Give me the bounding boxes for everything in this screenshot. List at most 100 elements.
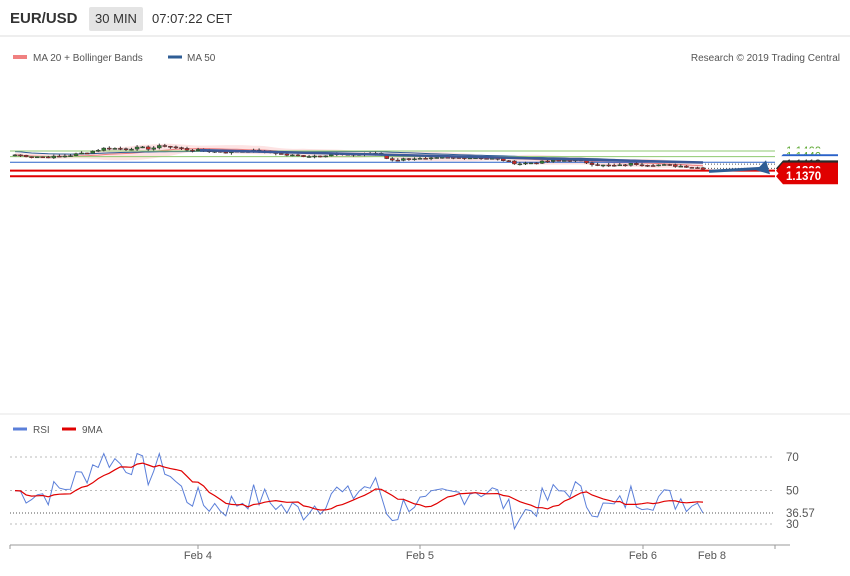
candle-body (34, 156, 40, 159)
candle-body (312, 155, 317, 158)
trendline-group (199, 148, 770, 175)
candle (90, 150, 95, 154)
candle (95, 149, 101, 153)
candle (173, 145, 179, 149)
candle (312, 154, 317, 159)
candle-body (190, 149, 195, 152)
candle (595, 162, 600, 167)
candle-body (428, 157, 434, 160)
candle-body (539, 160, 545, 164)
candle-body (628, 163, 634, 166)
candle-body (528, 162, 534, 165)
candle (423, 157, 428, 160)
level-label-1370-bg (776, 168, 838, 185)
rsi-tick-30: 30 (786, 519, 799, 531)
candle (523, 161, 528, 165)
timeframe-button[interactable]: 30 MIN (89, 7, 143, 31)
candle (550, 159, 556, 163)
level-labels: 1.14601.14401.14201.14131.13981.13901.13… (776, 143, 838, 185)
symbol-label: EUR/USD (10, 10, 78, 27)
chart-header: EUR/USD 30 MIN 07:07:22 CET (0, 0, 850, 36)
price-levels (10, 150, 775, 178)
candle-body (162, 145, 168, 147)
candle-body (134, 146, 140, 150)
candle (390, 157, 395, 162)
candle-body (673, 164, 678, 167)
x-label-3: Feb 8 (698, 550, 726, 562)
clock-time: 07:07:22 CET (152, 11, 233, 26)
candle (284, 153, 290, 157)
rsi-tick-70: 70 (786, 452, 799, 464)
x-label-2: Feb 6 (629, 550, 657, 562)
candle (600, 164, 606, 168)
candle (528, 162, 534, 165)
candle (84, 152, 90, 155)
candle (661, 163, 667, 166)
candle (40, 156, 45, 159)
candle (412, 157, 417, 161)
candle (62, 154, 68, 158)
candle (684, 165, 689, 168)
candle (639, 162, 645, 167)
candle-body (46, 156, 51, 159)
candle-body (695, 167, 700, 169)
candle-body (534, 162, 539, 165)
candle-body (57, 155, 62, 158)
legend-ma50-label: MA 50 (187, 53, 216, 64)
candle-body (406, 158, 412, 160)
candle-body (401, 158, 406, 161)
candle-body (168, 146, 173, 148)
candle (689, 166, 695, 169)
candle-body (157, 145, 162, 149)
candle-body (145, 146, 151, 150)
candle (129, 147, 134, 151)
candle-body (40, 156, 45, 159)
candle (417, 156, 423, 160)
candle (79, 151, 84, 155)
candle-body (634, 163, 639, 166)
candle (673, 163, 678, 168)
candle (650, 164, 656, 167)
candle-body (617, 164, 623, 167)
x-axis: Feb 4 Feb 5 Feb 6 Feb 8 (9, 544, 790, 562)
candle-body (545, 160, 550, 163)
rsi-tick-50: 50 (786, 486, 799, 498)
candle (34, 156, 40, 159)
candle (112, 147, 118, 150)
candle-body (295, 154, 301, 157)
candle (151, 146, 156, 151)
candle-body (584, 160, 589, 164)
projection-arrow-head (756, 160, 770, 175)
candle-body (412, 158, 417, 161)
candle (29, 156, 34, 159)
candle-body (317, 155, 323, 158)
candle (295, 153, 301, 157)
candle-body (73, 153, 79, 156)
candle (517, 161, 523, 166)
candle-body (650, 165, 656, 167)
candle (123, 147, 129, 151)
candle (168, 145, 173, 149)
candle-body (107, 147, 112, 150)
candle (57, 154, 62, 158)
rsi-last-value: 36.57 (786, 508, 815, 520)
candle (667, 163, 672, 166)
candle-body (284, 153, 290, 156)
candle-body (68, 155, 73, 157)
candle (645, 164, 650, 167)
candle-body (129, 148, 134, 151)
candle-body (684, 165, 689, 168)
candle (628, 162, 634, 167)
projection-arrow-shaft (708, 166, 765, 173)
candle-body (184, 148, 190, 151)
candle-body (423, 158, 428, 160)
candle-body (84, 152, 90, 155)
candle (157, 143, 162, 150)
candle-body (140, 146, 145, 149)
candle-body (667, 164, 672, 166)
candle-body (290, 154, 295, 157)
candle (700, 166, 706, 170)
candle (506, 160, 512, 162)
